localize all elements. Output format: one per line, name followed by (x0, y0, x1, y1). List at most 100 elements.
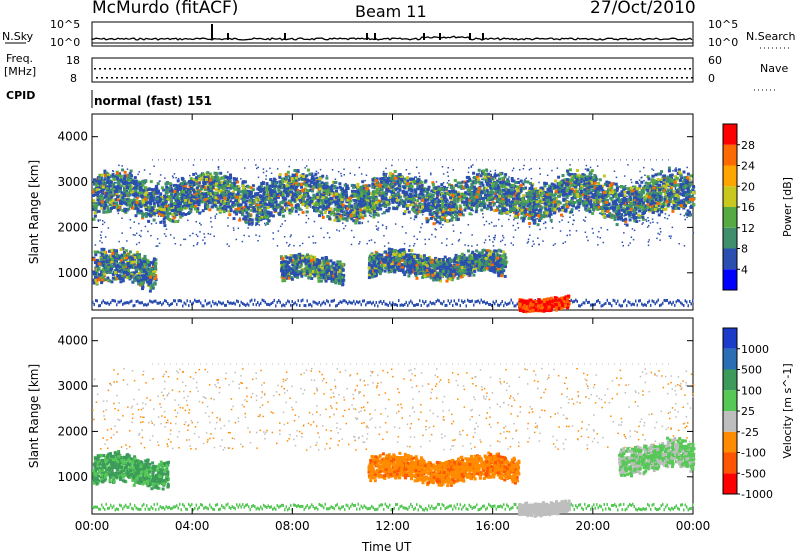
freq-point (166, 77, 168, 79)
nave-point (484, 68, 486, 70)
nave-point (94, 68, 96, 70)
freq-tick-top: 18 (66, 54, 80, 67)
freq-point (651, 77, 653, 79)
nave-point (214, 68, 216, 70)
freq-point (466, 77, 468, 79)
power-scatter (92, 159, 696, 314)
nave-point (184, 68, 186, 70)
freq-point (461, 77, 463, 79)
velocity-cb-tick-label: 1000 (741, 343, 769, 356)
nave-point (334, 68, 336, 70)
freq-point (311, 77, 313, 79)
freq-point (391, 77, 393, 79)
freq-point (211, 77, 213, 79)
freq-point (566, 77, 568, 79)
nave-point (259, 68, 261, 70)
velocity-ytick-label: 2000 (57, 424, 88, 438)
freq-point (591, 77, 593, 79)
nave-point (384, 68, 386, 70)
freq-point (271, 77, 273, 79)
freq-point (616, 77, 618, 79)
nave-point (659, 68, 661, 70)
freq-point (226, 77, 228, 79)
velocity-cb-tick-label: 25 (741, 405, 755, 418)
nave-point (239, 68, 241, 70)
freq-point (451, 77, 453, 79)
nave-point (429, 68, 431, 70)
nave-point (369, 68, 371, 70)
power-colorbar-label: Power [dB] (781, 177, 794, 237)
freq-tick-bottom: 8 (70, 72, 77, 85)
nave-point (649, 68, 651, 70)
power-colorbar-swatch (723, 248, 737, 270)
nave-point (639, 68, 641, 70)
freq-point (131, 77, 133, 79)
nave-point (129, 68, 131, 70)
freq-point (331, 77, 333, 79)
nave-point (569, 68, 571, 70)
freq-point (681, 77, 683, 79)
freq-point (321, 77, 323, 79)
nave-point (574, 68, 576, 70)
nave-tick-top: 60 (708, 54, 722, 67)
nave-point (224, 68, 226, 70)
nave-point (189, 68, 191, 70)
velocity-cb-tick-label: -100 (741, 447, 766, 460)
nave-point (664, 68, 666, 70)
freq-point (111, 77, 113, 79)
nave-point (169, 68, 171, 70)
power-colorbar-swatch (723, 186, 737, 207)
freq-point (661, 77, 663, 79)
freq-point (281, 77, 283, 79)
freq-point (531, 77, 533, 79)
power-cb-tick-label: 4 (741, 263, 748, 276)
nave-point (534, 68, 536, 70)
freq-point (596, 77, 598, 79)
freq-point (626, 77, 628, 79)
freq-point (511, 77, 513, 79)
freq-point (431, 77, 433, 79)
nave-point (254, 68, 256, 70)
nave-point (634, 68, 636, 70)
power-colorbar-swatch (723, 207, 737, 228)
nave-point (494, 68, 496, 70)
freq-point (551, 77, 553, 79)
nave-point (284, 68, 286, 70)
freq-point (521, 77, 523, 79)
freq-point (586, 77, 588, 79)
nave-point (104, 68, 106, 70)
nave-point (294, 68, 296, 70)
nave-point (644, 68, 646, 70)
nave-point (234, 68, 236, 70)
freq-point (116, 77, 118, 79)
freq-point (261, 77, 263, 79)
power-ytick-label: 3000 (57, 175, 88, 189)
freq-point (201, 77, 203, 79)
freq-point (501, 77, 503, 79)
freq-point (576, 77, 578, 79)
nave-point (654, 68, 656, 70)
nave-point (349, 68, 351, 70)
freq-point (296, 77, 298, 79)
nave-label: Nave (760, 62, 789, 75)
freq-point (286, 77, 288, 79)
freq-point (471, 77, 473, 79)
freq-point (371, 77, 373, 79)
freq-point (386, 77, 388, 79)
nsky-tick-bottom: 10^0 (50, 36, 81, 49)
freq-point (581, 77, 583, 79)
power-colorbar-swatch (723, 144, 737, 166)
freq-point (376, 77, 378, 79)
nave-point (454, 68, 456, 70)
freq-point (631, 77, 633, 79)
freq-point (381, 77, 383, 79)
velocity-panel-frame (91, 317, 694, 515)
nave-point (144, 68, 146, 70)
velocity-colorbar-label: Velocity [m s^-1] (781, 363, 794, 458)
freq-point (676, 77, 678, 79)
nave-point (579, 68, 581, 70)
freq-point (636, 77, 638, 79)
freq-point (401, 77, 403, 79)
nave-point (204, 68, 206, 70)
freq-point (441, 77, 443, 79)
